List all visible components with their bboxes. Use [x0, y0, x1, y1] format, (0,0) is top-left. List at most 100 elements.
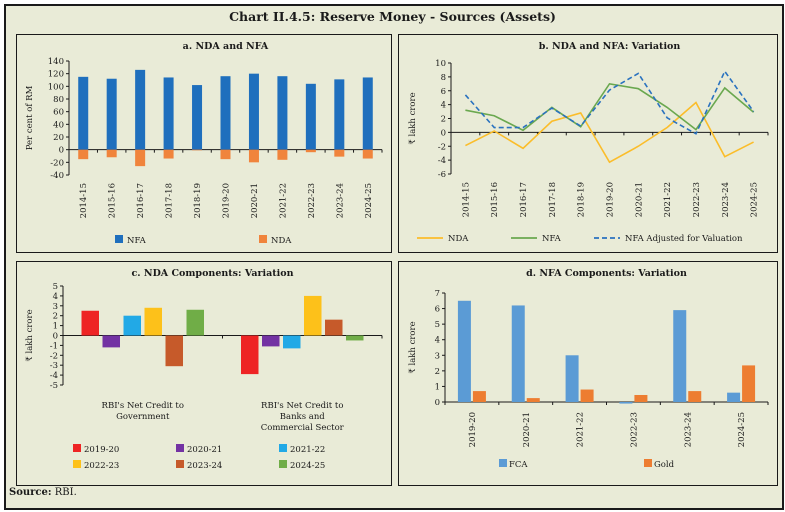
- x-tick-label: 2019-20: [468, 412, 478, 447]
- x-tick-label: 2014-15: [461, 182, 471, 217]
- x-tick-label: 2022-23: [307, 183, 317, 218]
- bar-nda: [305, 149, 316, 153]
- chart-b-svg: b. NDA and NFA: Variation 10 8 6 4 2 0 -2 -4 -6 ₹ …: [408, 41, 769, 244]
- bar-fca: [511, 305, 525, 402]
- bar-gold: [472, 391, 486, 402]
- y-tick-label: 3: [435, 351, 440, 361]
- x-tick-label: 2023-24: [683, 412, 693, 447]
- y-tick-label: 0: [441, 128, 446, 138]
- y-tick-label: 4: [441, 101, 446, 111]
- y-tick-label: -3: [50, 361, 58, 371]
- bar-nfa: [135, 69, 146, 150]
- bar-nfa: [305, 83, 316, 150]
- x-tick-label: 2018-19: [577, 182, 587, 217]
- x-tick-label: 2017-18: [165, 183, 175, 218]
- bar-gold: [634, 394, 648, 402]
- bar-nfa: [106, 78, 117, 150]
- y-tick-label: -4: [438, 156, 446, 166]
- chart-title: a. NDA and NFA: [183, 41, 269, 52]
- page-title: Chart II.4.5: Reserve Money - Sources (A…: [229, 9, 556, 24]
- panel-nda-components: c. NDA Components: Variation 5 4 3 2 1 0 -1 -2 -3…: [16, 261, 392, 486]
- bar-2020-21: [102, 335, 120, 348]
- y-tick-label: -6: [438, 170, 446, 180]
- bar-2022-23: [304, 295, 322, 336]
- bar-nda: [248, 149, 259, 163]
- bar-nda: [334, 149, 345, 157]
- y-tick-label: 4: [435, 336, 440, 346]
- bar-gold: [688, 391, 702, 402]
- bar-fca: [457, 300, 471, 402]
- x-tick-label: 2015-16: [490, 182, 500, 217]
- line-nfa: [465, 82, 755, 132]
- y-tick-label: 4: [53, 292, 58, 302]
- legend-label-2021-22: 2021-22: [290, 445, 325, 455]
- legend-swatch-2023-24: [176, 460, 184, 468]
- y-tick-label: -4: [50, 371, 58, 381]
- y-tick-label: 10: [435, 59, 446, 69]
- legend-swatch-2022-23: [73, 460, 81, 468]
- bar-2022-23: [144, 307, 162, 336]
- x-tick-label: 2019-20: [222, 183, 232, 218]
- chart-c-svg: c. NDA Components: Variation 543210-1-2-3…: [25, 268, 383, 471]
- bar-2024-25: [186, 309, 204, 336]
- x-tick-label: 2020-21: [522, 412, 532, 447]
- y-tick-label: -5: [50, 381, 58, 391]
- x-category-label: Commercial Sector: [261, 423, 345, 433]
- source-note: Source: RBI.: [9, 487, 77, 498]
- legend-label-nda: NDA: [271, 236, 292, 246]
- y-tick-label: 120: [48, 70, 64, 80]
- y-tick-label: -1: [50, 341, 58, 351]
- y-tick-label: 2: [441, 115, 446, 125]
- bar-nda: [106, 149, 117, 158]
- legend-label-2024-25: 2024-25: [290, 461, 325, 471]
- bar-2021-22: [283, 335, 301, 349]
- y-tick-label: 3: [53, 302, 58, 312]
- line-nda: [465, 101, 754, 164]
- chart-d-svg: d. NFA Components: Variation 7 6 5 4 3 2 1 0 ₹ la…: [408, 268, 769, 470]
- legend-swatch-nfa: [115, 235, 123, 243]
- y-tick-label: 1: [53, 322, 58, 332]
- y-tick-label: -40: [50, 171, 64, 181]
- x-tick-label: 2021-22: [576, 412, 586, 447]
- bar-2023-24: [325, 319, 343, 336]
- bar-nda: [220, 149, 231, 160]
- y-tick-label: 0: [59, 146, 64, 156]
- bar-nfa: [220, 76, 231, 150]
- x-category-label: RBI's Net Credit to: [102, 401, 184, 411]
- legend-label-nda: NDA: [448, 234, 469, 244]
- y-tick-label: 2: [435, 367, 440, 377]
- bar-nda: [163, 149, 174, 159]
- bar-nfa: [192, 85, 203, 150]
- bar-nfa: [362, 77, 373, 150]
- bar-2021-22: [123, 315, 141, 336]
- panel-nfa-components: d. NFA Components: Variation 7 6 5 4 3 2 1 0 ₹ la…: [398, 261, 778, 486]
- x-tick-label: 2016-17: [519, 182, 529, 217]
- y-axis-label: Per cent of RM: [25, 85, 35, 150]
- bar-nfa: [78, 76, 89, 150]
- legend-label-2020-21: 2020-21: [187, 445, 222, 455]
- bar-nda: [192, 149, 203, 151]
- x-tick-label: 2020-21: [634, 182, 644, 217]
- x-tick-label: 2021-22: [663, 182, 673, 217]
- bar-nfa: [334, 79, 345, 150]
- x-tick-label: 2021-22: [278, 183, 288, 218]
- legend-label-nfa-adjusted-for-valuation: NFA Adjusted for Valuation: [625, 234, 743, 244]
- chart-title: d. NFA Components: Variation: [526, 268, 687, 279]
- legend-swatch-fca: [499, 459, 507, 467]
- x-tick-label: 2022-23: [629, 412, 639, 447]
- source-value: RBI.: [54, 487, 77, 498]
- y-tick-label: 0: [53, 332, 58, 342]
- bar-gold: [580, 389, 594, 402]
- bar-nda: [78, 149, 89, 160]
- y-tick-label: -2: [438, 142, 446, 152]
- y-tick-label: 6: [435, 305, 440, 315]
- bar-fca: [673, 310, 687, 402]
- y-tick-label: -20: [50, 158, 64, 168]
- y-tick-label: -2: [50, 351, 58, 361]
- y-axis-label: ₹ lakh crore: [408, 92, 418, 144]
- legend-label-2022-23: 2022-23: [84, 461, 119, 471]
- x-tick-label: 2014-15: [79, 183, 89, 218]
- legend-swatch-2024-25: [279, 460, 287, 468]
- bar-2023-24: [165, 335, 183, 367]
- legend-swatch-2021-22: [279, 444, 287, 452]
